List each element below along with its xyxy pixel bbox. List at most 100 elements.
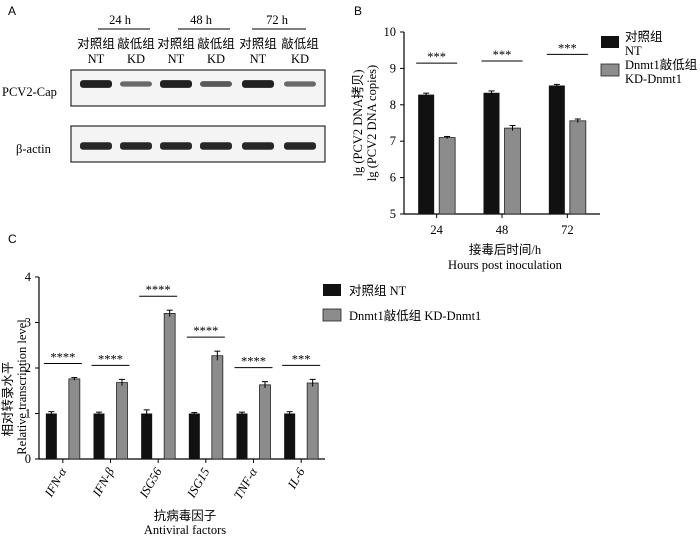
blot-band xyxy=(80,142,112,150)
bands-actin xyxy=(80,142,316,150)
chart-b-xlabel-en: Hours post inoculation xyxy=(448,258,563,272)
chart-b-axes: 5 6 7 8 9 10 24 48 72 xyxy=(384,25,600,237)
lane-label-cn: 敲低组 xyxy=(281,36,319,51)
significance-label: *** xyxy=(558,41,577,55)
significance-label: **** xyxy=(241,355,266,369)
chart-b-significance: *** *** *** xyxy=(416,41,588,64)
chart-c-legend-nt: 对照组 NT xyxy=(349,284,407,298)
bar-kd xyxy=(438,137,456,215)
chart-b: 5 6 7 8 9 10 24 48 72 *** *** *** 接毒后时间/h Hours po… xyxy=(350,25,697,272)
significance-label: *** xyxy=(292,352,311,366)
bar-kd xyxy=(259,384,271,460)
x-tick-label: IL-6 xyxy=(284,465,308,492)
y-tick-label: 4 xyxy=(25,270,32,284)
significance-label: *** xyxy=(493,48,512,62)
blot-band xyxy=(284,142,316,150)
chart-b-legend-swatch-nt xyxy=(601,36,619,48)
bar-nt xyxy=(548,85,565,215)
bar-kd xyxy=(116,382,128,460)
bar-nt xyxy=(141,413,153,459)
y-tick-label: 8 xyxy=(390,98,396,112)
western-blot-panel: 24 h 48 h 72 h 对照组NT敲低组KD对照组NT敲低组KD对照组NT… xyxy=(2,13,326,163)
y-tick-label: 3 xyxy=(25,316,31,330)
bar-nt xyxy=(188,413,200,459)
y-tick-label: 1 xyxy=(25,407,31,421)
lane-label-en: KD xyxy=(207,52,225,66)
y-tick-label: 9 xyxy=(390,61,396,75)
bar-kd xyxy=(211,355,224,460)
chart-c-ylabel-cn: 相对转录水平 xyxy=(0,361,15,436)
x-tick-label: TNF-α xyxy=(231,465,260,502)
blot-band xyxy=(200,142,232,150)
bar-nt xyxy=(284,413,296,459)
x-tick-label: 24 xyxy=(430,223,443,237)
timepoint-label: 72 h xyxy=(266,13,289,27)
timepoint-label: 24 h xyxy=(109,13,132,27)
chart-b-legend-nt-en: NT xyxy=(625,44,642,58)
blot-band xyxy=(80,80,112,88)
chart-c-legend-swatch-kd xyxy=(322,308,342,322)
y-tick-label: 6 xyxy=(390,171,396,185)
y-tick-label: 7 xyxy=(390,134,396,148)
bar-kd xyxy=(306,382,319,460)
blot-band xyxy=(284,81,316,87)
blot-band xyxy=(200,81,232,87)
chart-c-ylabel-en: Relative transcription level xyxy=(15,319,29,455)
timepoint-headers: 24 h 48 h 72 h xyxy=(98,13,306,30)
blot-row-label-actin: β-actin xyxy=(16,142,52,156)
x-tick-label: ISG56 xyxy=(136,465,165,501)
bar-kd xyxy=(163,312,176,460)
significance-label: **** xyxy=(193,324,218,338)
blot-band xyxy=(120,142,152,150)
bar-nt xyxy=(93,413,105,459)
chart-b-ylabel-en: lg (PCV2 DNA copies) xyxy=(365,65,379,181)
x-tick-label: IFN-α xyxy=(41,465,69,500)
y-tick-label: 5 xyxy=(390,207,396,221)
blot-band xyxy=(120,81,152,87)
chart-b-xlabel-cn: 接毒后时间/h xyxy=(469,242,542,257)
x-tick-label: IFN-β xyxy=(89,465,117,500)
lane-label-cn: 敲低组 xyxy=(197,36,235,51)
x-tick-label: ISG15 xyxy=(184,466,213,502)
x-tick-label: 48 xyxy=(496,223,509,237)
chart-c-significance: **** **************** *** xyxy=(43,283,321,369)
chart-b-legend-kd-en: KD-Dnmt1 xyxy=(625,72,682,86)
panel-label-b: B xyxy=(354,4,362,18)
y-tick-label: 2 xyxy=(25,361,31,375)
bar-nt xyxy=(418,94,435,214)
blot-band xyxy=(242,142,274,150)
significance-label: **** xyxy=(50,351,75,365)
chart-c-bars xyxy=(45,309,319,460)
chart-b-legend-swatch-kd xyxy=(600,63,620,77)
blot-band xyxy=(160,142,192,150)
lane-label-cn: 对照组 xyxy=(77,37,115,51)
bar-kd xyxy=(504,127,521,215)
x-tick-label: 72 xyxy=(561,223,574,237)
timepoint-label: 48 h xyxy=(190,13,213,27)
blot-membrane-cap xyxy=(70,69,326,107)
chart-c-xlabel-en: Antiviral factors xyxy=(144,523,226,537)
lane-label-en: NT xyxy=(250,52,267,66)
blot-band xyxy=(160,80,192,88)
y-tick-label: 0 xyxy=(25,452,31,466)
significance-label: **** xyxy=(146,283,171,297)
blot-row-label-cap: PCV2-Cap xyxy=(2,85,57,99)
lane-label-cn: 对照组 xyxy=(239,37,277,51)
lane-label-en: KD xyxy=(127,52,145,66)
panel-label-a: A xyxy=(8,4,16,18)
chart-b-ylabel-cn: lg (PCV2 DNA拷贝) xyxy=(350,70,365,177)
chart-b-legend-nt-cn: 对照组 xyxy=(625,30,663,44)
significance-label: *** xyxy=(427,50,446,64)
bar-kd xyxy=(569,120,587,215)
y-tick-label: 10 xyxy=(384,25,397,39)
blot-membrane-actin xyxy=(70,125,326,163)
bar-nt xyxy=(45,413,57,459)
lane-label-cn: 敲低组 xyxy=(117,36,155,51)
chart-c-legend-swatch-nt xyxy=(323,284,341,296)
chart-c-legend-kd: Dnmt1敲低组 KD-Dnmt1 xyxy=(349,308,481,323)
lane-label-cn: 对照组 xyxy=(157,37,195,51)
bar-nt xyxy=(483,92,500,214)
chart-c-xlabel-cn: 抗病毒因子 xyxy=(154,508,217,523)
bands-cap xyxy=(80,80,316,88)
